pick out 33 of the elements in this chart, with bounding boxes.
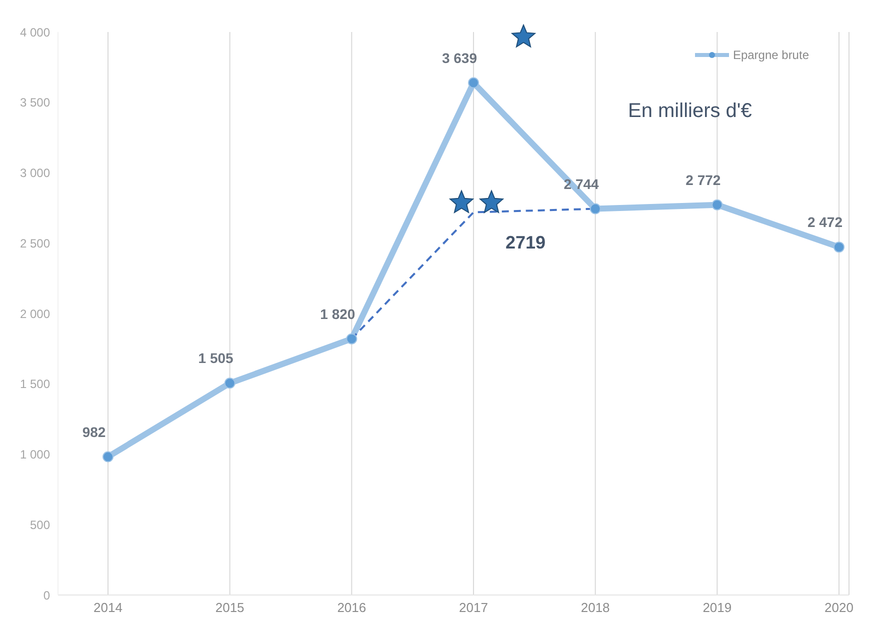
x-tick-label: 2014 [94,600,122,616]
legend-label: Epargne brute [732,48,809,62]
data-label: 2 744 [564,176,600,192]
data-label: 1 505 [198,350,234,366]
x-tick-label: 2019 [702,600,732,616]
x-tick-label: 2020 [824,600,854,616]
point [712,199,723,210]
y-tick-label: 4 000 [20,25,50,40]
y-tick-label: 500 [30,518,50,532]
data-label: 2719 [505,232,546,252]
data-label: 2 772 [686,172,721,188]
y-tick-label: 2 500 [20,236,50,250]
point [346,333,358,344]
x-tick-label: 2016 [337,600,366,616]
x-tick-label: 2018 [580,600,610,616]
data-label: 982 [82,424,106,440]
point [224,378,236,389]
point [102,451,114,462]
y-tick-label: 1 000 [20,448,50,462]
x-tick-label: 2017 [459,600,488,616]
point [590,203,601,214]
y-tick-label: 3 500 [20,96,50,110]
data-label: 3 639 [442,50,478,66]
data-label: 1 820 [320,306,356,322]
x-tick-label: 2015 [215,600,244,616]
annotation: En milliers d'€ [628,100,752,123]
data-label: 2 472 [807,214,843,230]
y-tick-label: 2 000 [20,306,50,321]
y-tick-label: 0 [43,588,50,602]
y-tick-label: 3 000 [20,166,50,180]
point [468,77,479,88]
point [834,242,844,253]
y-tick-label: 1 500 [20,377,50,392]
